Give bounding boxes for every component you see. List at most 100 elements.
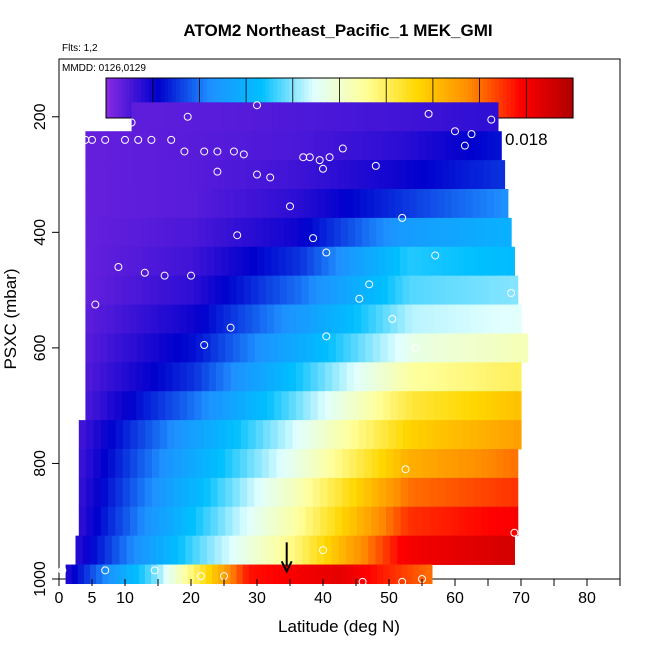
colorbar-segment [211, 78, 216, 118]
colorbar-segment [409, 78, 415, 118]
heatmap-cell [208, 362, 217, 392]
heatmap-cell [272, 102, 279, 132]
heatmap-cell [236, 535, 245, 565]
heatmap-cell [324, 304, 333, 334]
heatmap-cell [126, 131, 135, 161]
heatmap-cell [490, 160, 499, 190]
colorbar-segment [285, 78, 290, 118]
x-tick-label: 70 [512, 590, 530, 607]
heatmap-cell [173, 477, 182, 508]
heatmap-cell [149, 246, 158, 277]
colorbar-segment [390, 78, 395, 118]
observation-point [127, 118, 136, 127]
heatmap-cell [484, 391, 493, 421]
heatmap-cell [488, 275, 497, 305]
heatmap-cell [290, 477, 299, 508]
arrow-marker-head [280, 560, 293, 574]
y-axis-label: PSXC (mbar) [1, 268, 20, 369]
heatmap-cell [312, 217, 321, 248]
heatmap-cell [239, 477, 248, 508]
heatmap-cell [360, 535, 369, 565]
heatmap-cell [127, 189, 136, 219]
heatmap-cell [177, 217, 186, 248]
heatmap-cell [236, 275, 245, 305]
heatmap-cell [162, 160, 170, 190]
heatmap-cell [191, 189, 199, 219]
heatmap-cell [92, 160, 100, 190]
heatmap-cell [228, 246, 237, 277]
heatmap-cell [166, 449, 175, 479]
heatmap-cell [424, 333, 433, 363]
heatmap-cell [407, 449, 416, 479]
heatmap-cell [499, 362, 508, 392]
heatmap-cell [306, 333, 315, 363]
heatmap-cell [388, 275, 396, 305]
heatmap-cell [491, 391, 500, 421]
heatmap-cell [242, 246, 251, 277]
heatmap-cell [292, 246, 301, 277]
colorbar-segment [304, 78, 309, 118]
heatmap-cell [164, 246, 172, 277]
heatmap-cell [246, 160, 254, 190]
heatmap-cell [435, 246, 444, 277]
heatmap-cell [144, 477, 153, 508]
colorbar-segment [545, 78, 551, 118]
heatmap-cell [157, 275, 166, 305]
colorbar-segment [156, 78, 162, 118]
heatmap-cell [241, 217, 250, 248]
heatmap-cell [168, 102, 175, 132]
heatmap-cell [198, 217, 207, 248]
observation-point [101, 135, 110, 144]
heatmap-cell [513, 362, 522, 392]
heatmap-cell [188, 506, 197, 537]
heatmap-cell [415, 477, 424, 508]
heatmap-cell [353, 535, 362, 565]
heatmap-cell [219, 189, 227, 219]
heatmap-cell [106, 189, 115, 219]
heatmap-cell [450, 246, 458, 277]
heatmap-cell [462, 420, 471, 450]
heatmap-cell [359, 189, 368, 219]
heatmap-cell [194, 304, 203, 334]
x-tick-label: 50 [380, 590, 398, 607]
heatmap-cell [395, 189, 403, 219]
heatmap-cell [114, 275, 123, 305]
heatmap-cell [86, 477, 95, 508]
heatmap-cell [320, 477, 329, 508]
heatmap-cell [230, 304, 239, 334]
colorbar-segment [253, 78, 259, 118]
heatmap-cell [148, 535, 157, 565]
heatmap-cell [113, 217, 122, 248]
heatmap-cell [400, 506, 409, 537]
heatmap-cell [459, 506, 468, 537]
heatmap-cell [451, 477, 460, 508]
heatmap-cell [207, 275, 216, 305]
heatmap-cell [261, 477, 270, 508]
heatmap-cell [388, 420, 397, 450]
heatmap-cell [378, 160, 387, 190]
heatmap-cell [216, 362, 224, 392]
heatmap-cell [298, 449, 307, 479]
heatmap-cell [210, 131, 218, 161]
heatmap-cell [127, 160, 135, 190]
heatmap-cell [115, 477, 124, 508]
heatmap-cell [510, 275, 519, 305]
heatmap-cell [107, 362, 116, 392]
colorbar-segment [230, 78, 236, 118]
heatmap-cell [426, 362, 435, 392]
observation-point [140, 268, 149, 277]
heatmap-cell [85, 189, 94, 219]
heatmap-cell [254, 564, 262, 585]
heatmap-cell [402, 275, 411, 305]
colorbar-segment [129, 78, 134, 118]
heatmap-cell [383, 131, 391, 161]
heatmap-cell [149, 217, 157, 248]
heatmap-cell [425, 420, 434, 450]
heatmap-cell [264, 246, 272, 277]
heatmap-cell [492, 246, 501, 277]
colorbar-segment [417, 78, 422, 118]
heatmap-cell [165, 304, 174, 334]
heatmap-cell [252, 362, 261, 392]
heatmap-cell [152, 420, 161, 450]
heatmap-cell [437, 449, 446, 479]
